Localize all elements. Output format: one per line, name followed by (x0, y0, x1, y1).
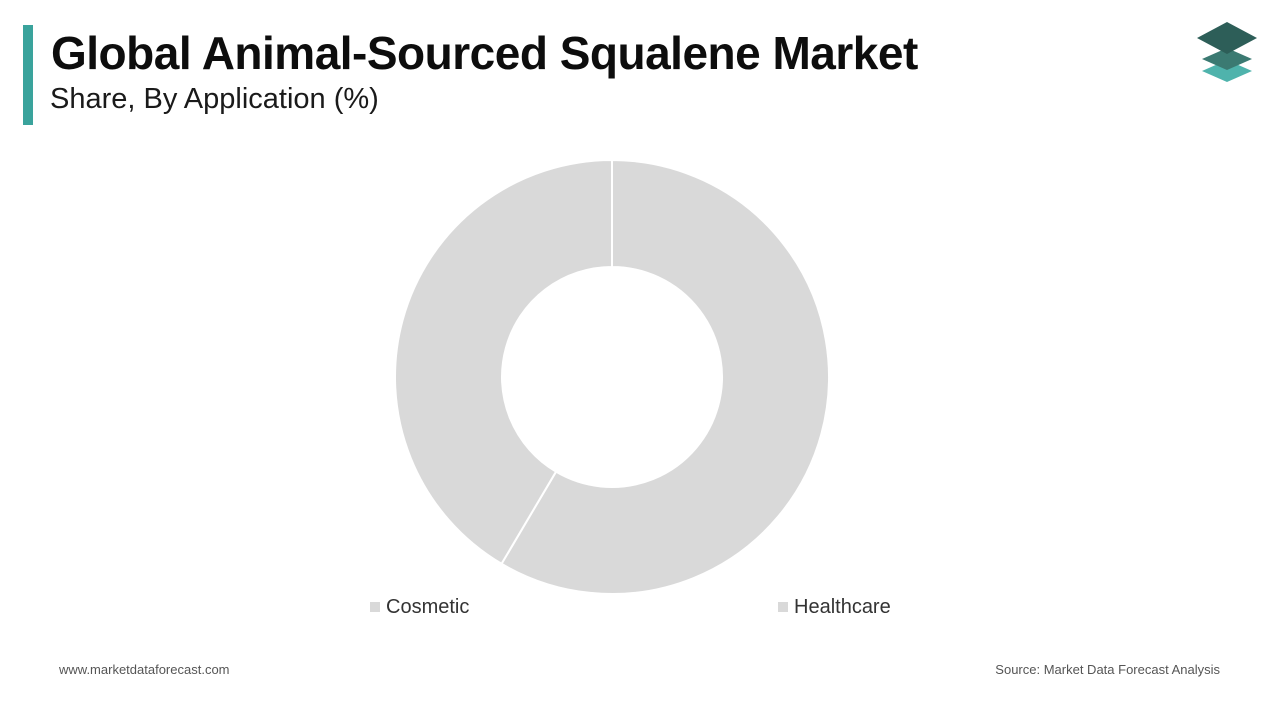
logo-layer-top (1197, 22, 1257, 54)
legend-swatch-healthcare (778, 602, 788, 612)
legend-swatch-cosmetic (370, 602, 380, 612)
legend-label-healthcare: Healthcare (794, 595, 891, 618)
title-accent-bar (23, 25, 33, 125)
legend-item-healthcare: Healthcare (778, 595, 891, 619)
stacked-layers-icon (1197, 22, 1257, 82)
donut-slice-cosmetic (394, 158, 613, 566)
footer-website: www.marketdataforecast.com (59, 662, 230, 677)
donut-slice-healthcare (500, 158, 830, 595)
legend-item-cosmetic: Cosmetic (370, 595, 469, 619)
logo-layer-bottom (1202, 60, 1252, 82)
chart-subtitle: Share, By Application (%) (50, 83, 379, 115)
footer-source: Source: Market Data Forecast Analysis (995, 662, 1220, 677)
logo-layer-middle (1202, 48, 1252, 70)
chart-title: Global Animal-Sourced Squalene Market (51, 27, 918, 79)
legend-label-cosmetic: Cosmetic (386, 595, 470, 618)
